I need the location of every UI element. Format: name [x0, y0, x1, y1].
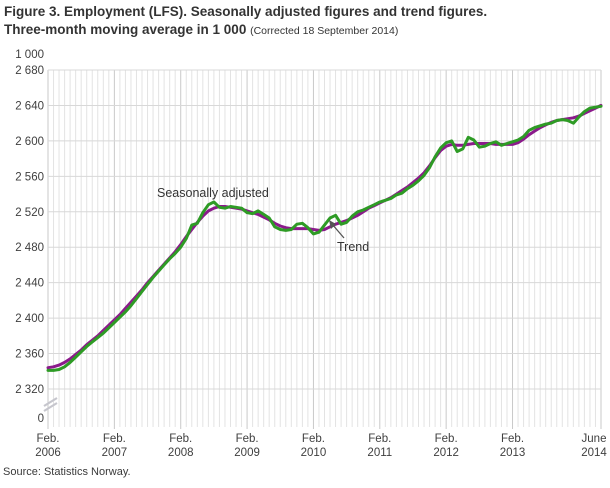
x-tick-label-year: 2011 — [367, 447, 392, 459]
label-seasonally-adjusted: Seasonally adjusted — [157, 186, 269, 200]
x-axis-labels: Feb. 2006 Feb. 2007 Feb. 2008 Feb. 2009 Feb. 2010… — [35, 433, 607, 459]
y-tick-label: 2 680 — [15, 65, 44, 77]
vertical-gridlines — [47, 70, 602, 429]
y-tick-label: 2 560 — [15, 171, 44, 183]
figure-title-note: (Corrected 18 September 2014) — [250, 24, 399, 37]
y-axis-unit-label: 1 000 — [15, 49, 44, 61]
y-tick-label: 2 440 — [15, 278, 44, 290]
source-note: Source: Statistics Norway. — [3, 466, 131, 478]
horizontal-gridlines — [48, 69, 601, 390]
break-slash — [43, 397, 58, 407]
figure-title-line2: Three-month moving average in 1 000 — [4, 21, 247, 37]
x-tick-label-year: 2014 — [581, 447, 607, 459]
x-tick-label-month: Feb. — [302, 433, 325, 445]
x-tick-label-year: 2010 — [301, 447, 327, 459]
x-tick-label-month: Feb. — [36, 433, 59, 445]
y-tick-label: 2 520 — [15, 207, 44, 219]
x-tick-label-year: 2007 — [102, 447, 128, 459]
x-tick-label-month: Feb. — [236, 433, 259, 445]
y-tick-label: 2 360 — [15, 349, 44, 361]
figure-title-line1: Figure 3. Employment (LFS). Seasonally a… — [4, 4, 488, 19]
x-tick-label-month: Feb. — [169, 433, 192, 445]
x-tick-label-month: June — [582, 433, 607, 445]
y-tick-label: 2 640 — [15, 100, 44, 112]
x-tick-label-year: 2009 — [234, 447, 260, 459]
y-tick-label: 2 400 — [15, 313, 44, 325]
y-zero-label: 0 — [38, 413, 44, 425]
label-trend: Trend — [337, 240, 369, 254]
x-tick-label-month: Feb. — [368, 433, 391, 445]
x-tick-label-month: Feb. — [103, 433, 126, 445]
break-slash — [43, 402, 58, 412]
annotations: Seasonally adjusted Trend — [157, 186, 369, 254]
y-tick-label: 2 480 — [15, 242, 44, 254]
trend-arrow-line — [331, 223, 345, 239]
y-axis-labels: 1 000 2 680 2 640 2 600 2 560 2 520 2 480 2 440… — [15, 49, 44, 425]
series-seasonally-adjusted — [46, 104, 603, 372]
x-tick-label-month: Feb. — [501, 433, 524, 445]
trend-arrow-head — [329, 220, 336, 229]
axis-break-icon — [43, 397, 58, 412]
figure-title: Figure 3. Employment (LFS). Seasonally a… — [4, 3, 608, 38]
x-tick-label-year: 2013 — [500, 447, 526, 459]
x-tick-label-year: 2006 — [35, 447, 61, 459]
y-tick-label: 2 600 — [15, 136, 44, 148]
y-tick-label: 2 320 — [15, 384, 44, 396]
x-tick-label-month: Feb. — [435, 433, 458, 445]
x-tick-label-year: 2012 — [433, 447, 459, 459]
x-tick-label-year: 2008 — [168, 447, 194, 459]
